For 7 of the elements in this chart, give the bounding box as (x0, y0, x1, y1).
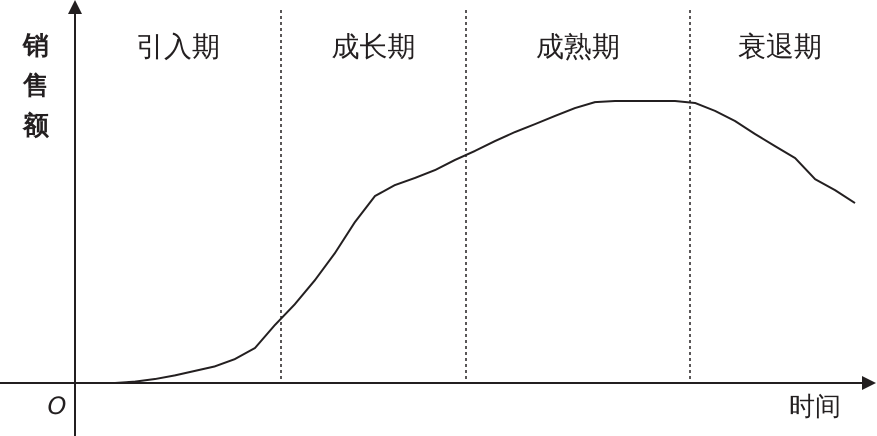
text: 成熟期 (536, 30, 620, 63)
text: 成长期 (332, 30, 416, 63)
text: 衰退期 (738, 30, 822, 63)
x-axis-title: 时间 (789, 392, 841, 422)
text: 引入期 (136, 30, 220, 63)
y-axis-title: 销售额 (22, 31, 50, 141)
text: O (48, 392, 66, 420)
